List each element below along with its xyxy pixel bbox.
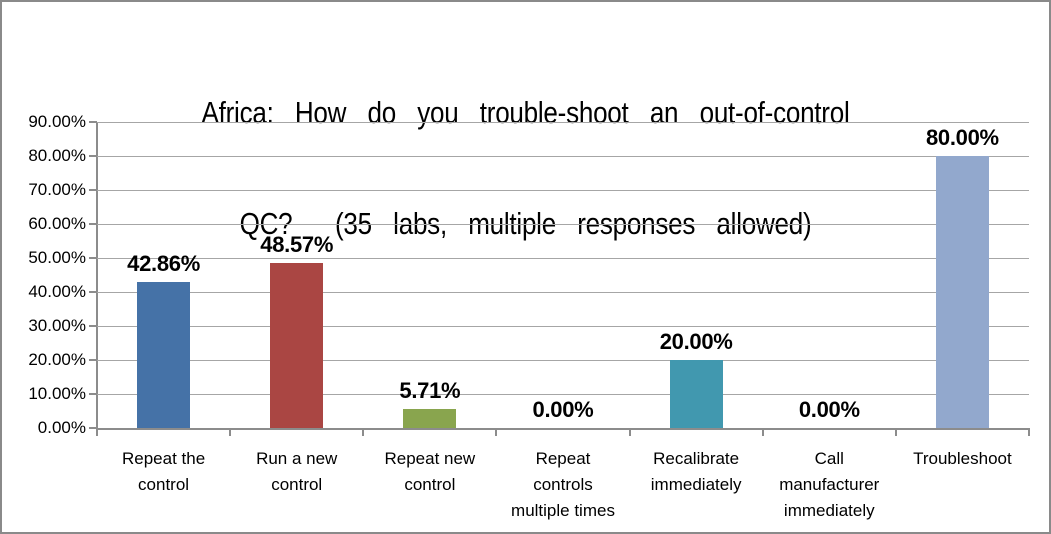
y-tick-mark bbox=[89, 223, 97, 225]
x-category-label-line: Call bbox=[814, 449, 844, 468]
x-tick-mark bbox=[628, 428, 631, 436]
x-tick-mark bbox=[1028, 428, 1030, 436]
x-category-label-repeat-controls-multiple-times: Repeat controls multiple times bbox=[496, 446, 629, 524]
y-tick-label: 60.00% bbox=[28, 214, 86, 233]
bar-recalibrate-immediately bbox=[669, 360, 723, 428]
x-tick-mark bbox=[761, 428, 764, 436]
x-category-label-line: Recalibrate bbox=[653, 449, 740, 468]
y-tick-mark bbox=[89, 155, 97, 157]
bar-value-label-call-manufacturer-immediately: 0.00% bbox=[798, 397, 860, 422]
y-tick-label: 50.00% bbox=[28, 248, 86, 267]
x-category-label-call-manufacturer-immediately: Call manufacturer immediately bbox=[763, 446, 896, 524]
y-tick-label: 20.00% bbox=[28, 350, 86, 369]
x-category-label-run-a-new-control: Run a new control bbox=[230, 446, 363, 498]
x-category-label-line: control bbox=[404, 475, 456, 494]
gridline-80.00% bbox=[97, 155, 1029, 157]
bar-value-label-run-a-new-control: 48.57% bbox=[260, 231, 334, 257]
x-category-label-line: immediately bbox=[650, 475, 742, 494]
x-category-label-troubleshoot: Troubleshoot bbox=[896, 446, 1029, 472]
bar-value-label-troubleshoot: 80.00% bbox=[926, 125, 999, 150]
y-tick-label: 70.00% bbox=[28, 180, 86, 199]
x-category-label-line: Troubleshoot bbox=[913, 449, 1012, 468]
x-tick-mark bbox=[495, 428, 498, 436]
y-tick-mark bbox=[89, 189, 97, 191]
x-category-label-line: Repeat the bbox=[121, 449, 206, 468]
bar-repeat-the-control bbox=[137, 282, 191, 428]
x-axis-line bbox=[96, 428, 1030, 430]
y-tick-mark bbox=[89, 121, 97, 123]
x-tick-mark bbox=[894, 428, 897, 436]
bar-value-label-repeat-the-control: 42.86% bbox=[127, 251, 200, 277]
y-tick-mark bbox=[89, 427, 97, 429]
x-category-label-line: Repeat new bbox=[384, 449, 476, 468]
y-tick-mark bbox=[89, 393, 97, 395]
bar-run-a-new-control bbox=[270, 262, 324, 428]
gridline-30.00% bbox=[97, 325, 1029, 327]
bar-value-label-repeat-controls-multiple-times: 0.00% bbox=[532, 397, 594, 422]
x-category-label-line: control bbox=[138, 475, 190, 494]
gridline-90.00% bbox=[97, 121, 1029, 123]
gridline-50.00% bbox=[97, 257, 1029, 259]
y-tick-label: 40.00% bbox=[28, 282, 86, 301]
gridline-70.00% bbox=[97, 189, 1029, 191]
bar-repeat-new-control bbox=[403, 408, 457, 428]
x-category-label-line: controls bbox=[533, 475, 593, 494]
x-category-label-repeat-new-control: Repeat new control bbox=[363, 446, 496, 498]
gridline-10.00% bbox=[97, 393, 1029, 395]
y-tick-label: 80.00% bbox=[28, 146, 86, 165]
x-category-label-recalibrate-immediately: Recalibrate immediately bbox=[630, 446, 763, 498]
gridline-60.00% bbox=[97, 223, 1029, 225]
x-tick-mark bbox=[229, 428, 232, 436]
y-axis-line bbox=[96, 122, 98, 430]
x-tick-mark bbox=[96, 428, 98, 436]
bar-value-label-recalibrate-immediately: 20.00% bbox=[659, 329, 733, 354]
bar-troubleshoot bbox=[935, 156, 989, 428]
gridline-20.00% bbox=[97, 359, 1029, 361]
y-tick-label: 30.00% bbox=[28, 316, 86, 335]
x-category-label-line: control bbox=[271, 475, 323, 494]
gridline-40.00% bbox=[97, 291, 1029, 293]
chart-title-line-1: Africa: How do you trouble-shoot an out-… bbox=[201, 95, 850, 130]
y-tick-mark bbox=[89, 325, 97, 327]
x-category-label-line: Run a new bbox=[256, 449, 338, 468]
x-category-label-line: multiple times bbox=[511, 501, 615, 520]
y-tick-label: 0.00% bbox=[37, 418, 86, 437]
x-tick-mark bbox=[362, 428, 365, 436]
y-tick-mark bbox=[89, 291, 97, 293]
x-category-label-repeat-the-control: Repeat the control bbox=[97, 446, 230, 498]
y-tick-mark bbox=[89, 359, 97, 361]
y-tick-label: 90.00% bbox=[28, 112, 86, 131]
x-category-label-line: immediately bbox=[783, 501, 875, 520]
y-tick-label: 10.00% bbox=[28, 384, 86, 403]
x-category-label-line: manufacturer bbox=[779, 475, 880, 494]
y-tick-mark bbox=[89, 257, 97, 259]
x-category-label-line: Repeat bbox=[535, 449, 591, 468]
bar-value-label-repeat-new-control: 5.71% bbox=[399, 377, 461, 403]
